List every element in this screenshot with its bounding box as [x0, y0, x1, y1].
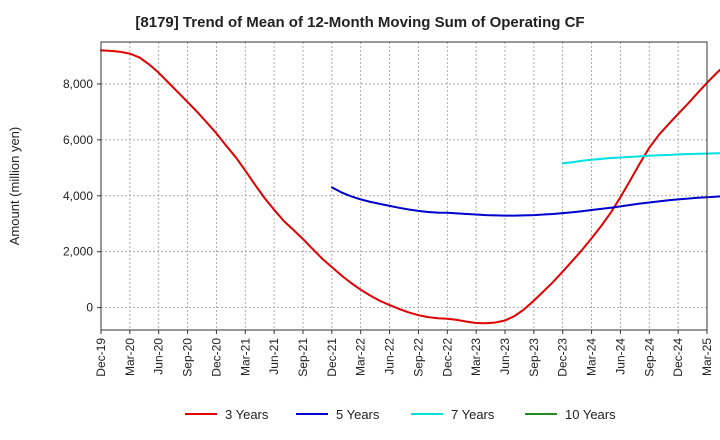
x-tick-label: Sep-22 [411, 338, 425, 377]
legend: 3 Years 5 Years 7 Years 10 Years [185, 407, 616, 422]
y-tick-label: 2,000 [63, 245, 93, 259]
axes [100, 41, 708, 331]
x-tick-label: Jun-21 [267, 338, 281, 375]
x-tick-labels: Dec-19 Mar-20 Jun-20 Sep-20 Dec-20 Mar-21 Jun-… [94, 330, 714, 377]
x-tick-label: Sep-20 [181, 338, 195, 377]
x-tick-label: Sep-21 [296, 338, 310, 377]
x-tick-label: Mar-20 [123, 338, 137, 376]
x-tick-label: Dec-23 [556, 338, 570, 377]
chart-title: [8179] Trend of Mean of 12-Month Moving … [135, 14, 585, 31]
y-tick-label: 6,000 [63, 133, 93, 147]
y-tick-label: 0 [86, 301, 93, 315]
x-tick-label: Dec-19 [94, 338, 108, 377]
x-tick-label: Mar-22 [354, 338, 368, 376]
x-tick-label: Dec-21 [325, 338, 339, 377]
legend-label: 3 Years [225, 407, 269, 422]
series-layer [100, 49, 720, 325]
y-tick-labels: 0 2,000 4,000 6,000 8,000 [63, 77, 101, 315]
legend-label: 10 Years [565, 407, 616, 422]
x-tick-label: Dec-20 [209, 338, 223, 377]
x-tick-label: Sep-23 [527, 338, 541, 377]
x-tick-label: Mar-25 [700, 338, 714, 376]
x-tick-label: Dec-24 [671, 338, 685, 377]
series-line-7-years [561, 152, 720, 165]
x-tick-label: Mar-24 [585, 338, 599, 376]
x-tick-label: Mar-23 [469, 338, 483, 376]
x-tick-label: Dec-22 [440, 338, 454, 377]
series-line-5-years [330, 186, 720, 217]
x-tick-label: Sep-24 [642, 338, 656, 377]
y-axis-label: Amount (million yen) [7, 127, 22, 246]
x-tick-label: Jun-20 [152, 338, 166, 375]
legend-label: 5 Years [336, 407, 380, 422]
plot-frame [100, 41, 708, 331]
series-line-3-years [100, 49, 720, 325]
legend-label: 7 Years [451, 407, 495, 422]
x-tick-label: Jun-24 [613, 338, 627, 375]
x-tick-label: Mar-21 [238, 338, 252, 376]
y-tick-label: 8,000 [63, 77, 93, 91]
y-tick-label: 4,000 [63, 189, 93, 203]
grid [100, 42, 708, 330]
x-tick-label: Jun-23 [498, 338, 512, 375]
x-tick-label: Jun-22 [383, 338, 397, 375]
